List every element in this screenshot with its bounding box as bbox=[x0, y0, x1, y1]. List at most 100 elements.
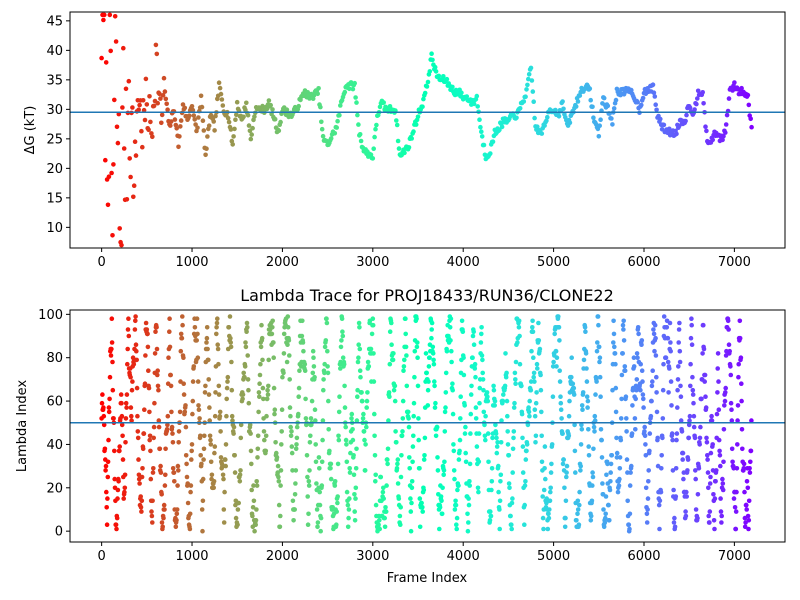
lambda-point bbox=[119, 413, 125, 419]
dg-point bbox=[141, 107, 147, 113]
lambda-point bbox=[498, 440, 504, 445]
lambda-point bbox=[676, 327, 682, 332]
lambda-point bbox=[451, 468, 457, 473]
dg-point bbox=[459, 90, 464, 95]
lambda-point bbox=[451, 442, 456, 447]
lambda-point bbox=[211, 485, 216, 491]
lambda-point bbox=[485, 431, 491, 436]
dg-point bbox=[517, 106, 523, 111]
lambda-point bbox=[504, 370, 509, 376]
lambda-point bbox=[322, 344, 328, 350]
lambda-point bbox=[275, 463, 281, 469]
lambda-point bbox=[688, 383, 693, 389]
lambda-point bbox=[140, 446, 146, 452]
lambda-point bbox=[307, 468, 312, 473]
lambda-point bbox=[712, 526, 717, 532]
lambda-point bbox=[580, 390, 586, 395]
lambda-point bbox=[744, 502, 749, 508]
lambda-point bbox=[713, 479, 718, 484]
lambda-point bbox=[265, 392, 271, 397]
lambda-point bbox=[624, 416, 629, 421]
lambda-point bbox=[323, 338, 329, 343]
lambda-point bbox=[582, 325, 588, 330]
lambda-point bbox=[132, 327, 138, 332]
dg-point bbox=[159, 112, 165, 118]
lambda-point bbox=[215, 346, 221, 352]
lambda-point bbox=[200, 498, 206, 504]
dg-point bbox=[610, 122, 615, 127]
lambda-point bbox=[556, 314, 561, 319]
lambda-point bbox=[191, 364, 197, 369]
lambda-point bbox=[611, 340, 616, 345]
lambda-point bbox=[211, 479, 217, 484]
lambda-point bbox=[615, 489, 621, 495]
lambda-point bbox=[411, 400, 417, 406]
lambda-point bbox=[595, 314, 601, 319]
lambda-point bbox=[148, 448, 153, 454]
dg-point bbox=[726, 96, 732, 101]
lambda-point bbox=[296, 385, 302, 391]
lambda-point bbox=[680, 457, 685, 462]
lambda-point bbox=[651, 327, 656, 332]
dg-point bbox=[436, 73, 442, 79]
lambda-point bbox=[150, 498, 155, 504]
dg-point bbox=[406, 145, 412, 150]
dg-point bbox=[529, 78, 535, 83]
lambda-point bbox=[528, 379, 534, 384]
lambda-point bbox=[454, 522, 459, 527]
lambda-point bbox=[353, 496, 358, 501]
dg-point bbox=[425, 79, 431, 85]
lambda-point bbox=[382, 524, 388, 530]
lambda-point bbox=[301, 348, 306, 354]
dg-point bbox=[374, 122, 379, 128]
lambda-point bbox=[546, 511, 551, 517]
dg-point bbox=[212, 128, 217, 133]
lambda-point bbox=[597, 374, 603, 380]
lambda-point bbox=[452, 476, 457, 482]
lambda-point bbox=[711, 492, 716, 497]
lambda-point bbox=[442, 429, 448, 434]
lambda-point bbox=[636, 331, 641, 337]
lambda-point bbox=[667, 366, 672, 371]
lambda-point bbox=[253, 518, 259, 523]
lambda-point bbox=[243, 344, 249, 350]
lambda-point bbox=[308, 433, 313, 439]
lambda-point bbox=[505, 429, 511, 434]
lambda-point bbox=[141, 431, 147, 436]
lambda-point bbox=[586, 427, 591, 432]
lambda-point bbox=[230, 418, 235, 423]
lambda-point bbox=[201, 457, 206, 462]
lambda-point bbox=[437, 526, 442, 532]
lambda-point bbox=[245, 325, 250, 330]
lambda-point bbox=[373, 502, 379, 508]
lambda-point bbox=[607, 487, 613, 493]
lambda-point bbox=[670, 437, 675, 443]
dg-y-label: ΔG (kT) bbox=[23, 106, 38, 155]
dg-point bbox=[158, 96, 163, 101]
lambda-point bbox=[416, 437, 422, 443]
lambda-point bbox=[571, 385, 577, 391]
lambda-point bbox=[346, 515, 351, 521]
lambda-point bbox=[421, 457, 427, 462]
lambda-point bbox=[414, 316, 419, 322]
lambda-point bbox=[629, 463, 634, 469]
lambda-point bbox=[470, 355, 475, 361]
lambda-point bbox=[138, 505, 144, 510]
lambda-point bbox=[377, 518, 382, 523]
lambda-point bbox=[140, 466, 145, 471]
dg-point bbox=[332, 131, 338, 136]
lambda-point bbox=[129, 418, 134, 423]
lambda-point bbox=[488, 513, 494, 519]
lambda-point bbox=[276, 479, 282, 484]
dg-point bbox=[395, 138, 401, 144]
lambda-point bbox=[177, 409, 183, 415]
dg-point bbox=[139, 128, 144, 134]
dg-point bbox=[352, 80, 358, 86]
lambda-point bbox=[513, 359, 519, 365]
lambda-point bbox=[416, 416, 421, 421]
lambda-point bbox=[246, 400, 252, 406]
lambda-point bbox=[661, 314, 667, 319]
dg-point bbox=[588, 97, 593, 103]
lambda-point bbox=[480, 370, 486, 376]
lambda-point bbox=[593, 392, 598, 397]
